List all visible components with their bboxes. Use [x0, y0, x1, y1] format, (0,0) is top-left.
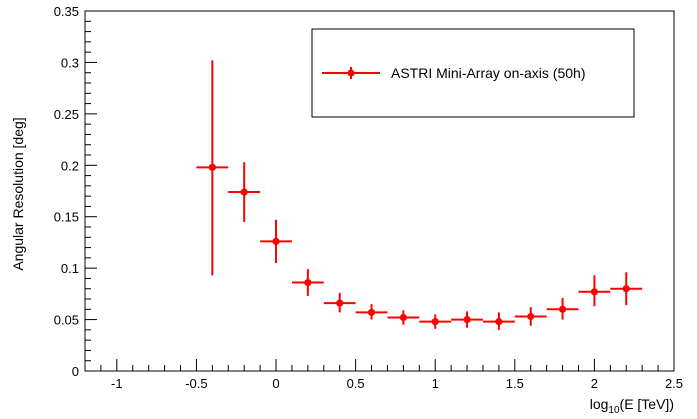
- x-axis-label-unit: (E [TeV]): [620, 396, 674, 412]
- y-tick-label: 0.35: [54, 4, 79, 19]
- x-tick-label: -1: [111, 376, 123, 391]
- data-point: [514, 307, 547, 326]
- data-point: [355, 304, 388, 320]
- y-tick-label: 0.2: [61, 158, 79, 173]
- x-axis-label: log10(E [TeV]): [590, 396, 674, 416]
- x-axis-label-subscript: 10: [608, 405, 620, 416]
- data-point: [482, 312, 515, 330]
- legend: ASTRI Mini-Array on-axis (50h): [311, 28, 635, 118]
- tick-labels: -1 -0.5 0 0.5 1 1.5 2 2.5 0 0.05 0.1 0.15 0.2 0.25 0.3…: [54, 4, 683, 391]
- data-point: [578, 275, 611, 307]
- data-point: [228, 162, 261, 222]
- x-tick-label: 0: [272, 376, 279, 391]
- y-tick-label: 0.3: [61, 55, 79, 70]
- y-tick-label: 0.15: [54, 210, 79, 225]
- tick-marks: [84, 10, 675, 372]
- data-marker: [240, 188, 248, 196]
- data-marker: [558, 305, 567, 313]
- y-tick-label: 0.25: [54, 107, 79, 122]
- y-tick-label: 0.05: [54, 313, 79, 328]
- data-point: [323, 292, 356, 313]
- data-marker: [622, 285, 630, 293]
- data-marker: [590, 288, 599, 296]
- data-marker: [495, 318, 503, 326]
- x-tick-label: 0.5: [347, 376, 365, 391]
- data-series: [196, 60, 643, 330]
- x-tick-label: 1.5: [506, 376, 524, 391]
- data-marker: [208, 163, 216, 171]
- data-marker: [336, 299, 344, 307]
- data-point: [451, 311, 483, 328]
- data-point: [196, 60, 229, 276]
- x-tick-label: 1: [432, 376, 439, 391]
- legend-label: ASTRI Mini-Array on-axis (50h): [391, 65, 586, 81]
- data-marker: [272, 237, 280, 245]
- data-marker: [431, 318, 439, 326]
- data-marker: [463, 315, 471, 324]
- data-point: [610, 272, 643, 306]
- data-point: [419, 314, 452, 329]
- data-marker: [304, 278, 312, 287]
- x-tick-label: 2.5: [665, 376, 683, 391]
- data-marker: [527, 312, 535, 321]
- data-point: [260, 219, 292, 263]
- x-tick-label: 2: [591, 376, 598, 391]
- data-point: [291, 269, 324, 296]
- y-axis-label: Angular Resolution [deg]: [10, 117, 26, 270]
- x-axis-label-log: log: [590, 396, 609, 412]
- y-tick-label: 0: [72, 364, 79, 379]
- data-point: [387, 310, 420, 325]
- data-marker: [367, 308, 376, 316]
- plot-frame: [84, 10, 675, 372]
- data-point: [546, 297, 579, 320]
- x-tick-label: -0.5: [185, 376, 207, 391]
- legend-marker-point: [347, 69, 355, 77]
- data-marker: [399, 313, 407, 322]
- y-tick-label: 0.1: [61, 261, 79, 276]
